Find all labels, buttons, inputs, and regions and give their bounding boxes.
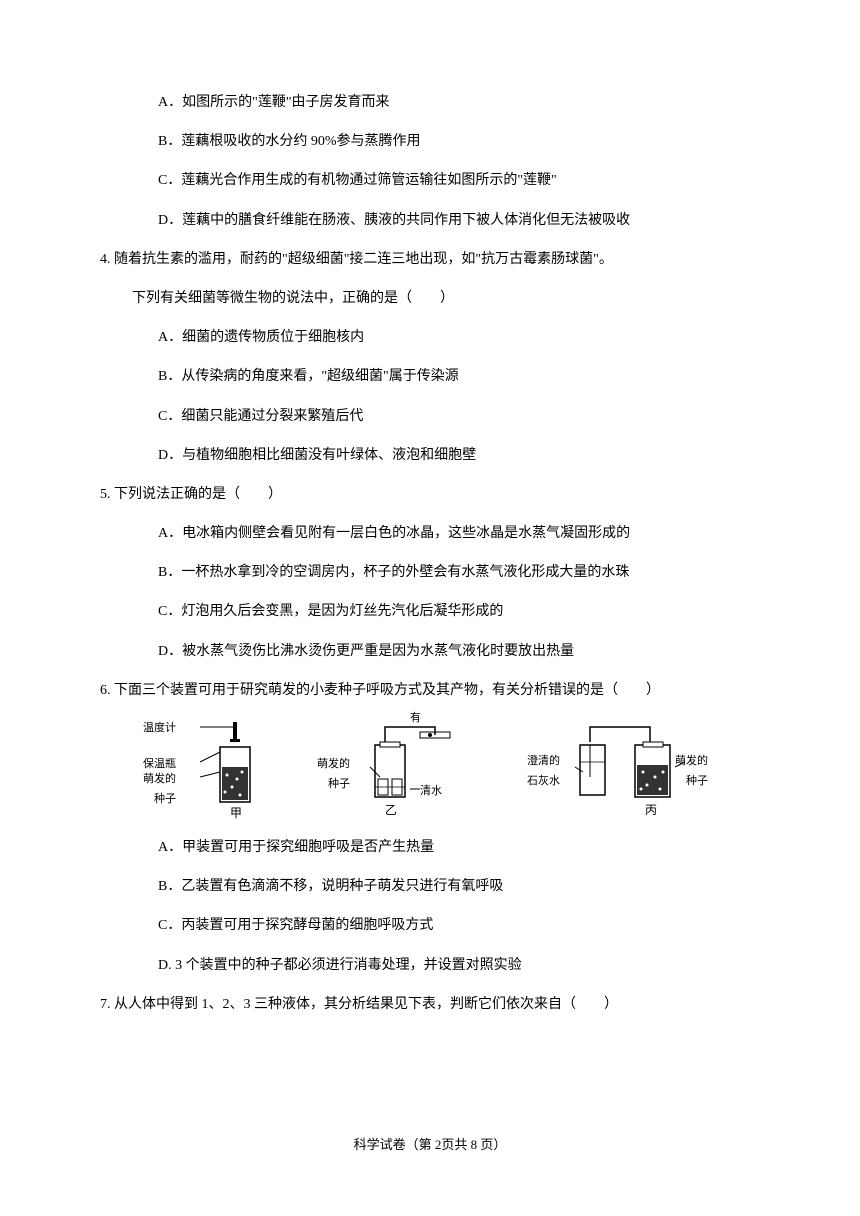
label-you: 有 — [410, 709, 421, 729]
question-6: 6. 下面三个装置可用于研究萌发的小麦种子呼吸方式及其产物，有关分析错误的是（ … — [100, 678, 760, 703]
q4-num: 4. — [100, 252, 111, 267]
label-seeds2: 萌发的 种子 — [317, 755, 350, 795]
question-5: 5. 下列说法正确的是（ ） — [100, 482, 760, 507]
q4-option-a: A．细菌的遗传物质位于细胞核内 — [158, 325, 760, 350]
q5-option-d: D．被水蒸气烫伤比沸水烫伤更严重是因为水蒸气液化时要放出热量 — [158, 639, 760, 664]
q5-option-b: B．一杯热水拿到冷的空调房内，杯子的外壁会有水蒸气液化形成大量的水珠 — [158, 560, 760, 585]
diagram-yi: 有 萌发的 种子 清水 乙 — [325, 717, 485, 817]
label-limewater: 澄清的 石灰水 — [527, 752, 560, 792]
q6-option-c: C．丙装置可用于探究酵母菌的细胞呼吸方式 — [158, 913, 760, 938]
q7-text: 从人体中得到 1、2、3 三种液体，其分析结果见下表，判断它们依次来自（ ） — [114, 997, 618, 1012]
q5-option-c: C．灯泡用久后会变黑，是因为灯丝先汽化后凝华形成的 — [158, 599, 760, 624]
label-jia: 甲 — [230, 803, 242, 825]
q4-text-line2: 下列有关细菌等微生物的说法中，正确的是（ ） — [132, 286, 760, 311]
q5-option-a: A．电冰箱内侧壁会看见附有一层白色的冰晶，这些冰晶是水蒸气凝固形成的 — [158, 521, 760, 546]
q3-option-c: C．莲藕光合作用生成的有机物通过筛管运输往如图所示的"莲鞭" — [158, 168, 760, 193]
diagram-bing: 澄清的 石灰水 萌发的 种子 丙 — [535, 717, 715, 817]
q6-diagrams: 温度计 保温瓶 萌发的 种子 甲 有 萌发的 种子 清水 乙 — [100, 717, 760, 817]
q4-option-b: B．从传染病的角度来看，"超级细菌"属于传染源 — [158, 364, 760, 389]
label-yi: 乙 — [385, 800, 397, 822]
q6-text: 下面三个装置可用于研究萌发的小麦种子呼吸方式及其产物，有关分析错误的是（ ） — [114, 683, 660, 698]
label-seeds3: 萌发的 种子 — [675, 752, 708, 792]
q3-option-d: D．莲藕中的膳食纤维能在肠液、胰液的共同作用下被人体消化但无法被吸收 — [158, 208, 760, 233]
q7-num: 7. — [100, 997, 111, 1012]
label-water: 清水 — [420, 782, 442, 802]
label-seeds1: 萌发的 种子 — [143, 770, 176, 810]
q3-option-a: A．如图所示的"莲鞭"由子房发育而来 — [158, 90, 760, 115]
q6-option-d: D. 3 个装置中的种子都必须进行消毒处理，并设置对照实验 — [158, 953, 760, 978]
question-7: 7. 从人体中得到 1、2、3 三种液体，其分析结果见下表，判断它们依次来自（ … — [100, 992, 760, 1017]
q4-option-c: C．细菌只能通过分裂来繁殖后代 — [158, 404, 760, 429]
q3-option-b: B．莲藕根吸收的水分约 90%参与蒸腾作用 — [158, 129, 760, 154]
q6-num: 6. — [100, 683, 111, 698]
q6-option-a: A．甲装置可用于探究细胞呼吸是否产生热量 — [158, 835, 760, 860]
q4-option-d: D．与植物细胞相比细菌没有叶绿体、液泡和细胞壁 — [158, 443, 760, 468]
q6-option-b: B．乙装置有色滴滴不移，说明种子萌发只进行有氧呼吸 — [158, 874, 760, 899]
diagram-jia: 温度计 保温瓶 萌发的 种子 甲 — [145, 717, 275, 817]
q4-text-line1: 随着抗生素的滥用，耐药的"超级细菌"接二连三地出现，如"抗万古霉素肠球菌"。 — [114, 252, 613, 267]
label-thermometer: 温度计 — [143, 719, 176, 739]
question-4: 4. 随着抗生素的滥用，耐药的"超级细菌"接二连三地出现，如"抗万古霉素肠球菌"… — [100, 247, 760, 272]
page-footer: 科学试卷（第 2页共 8 页） — [0, 1133, 860, 1156]
q5-num: 5. — [100, 487, 111, 502]
q5-text: 下列说法正确的是（ ） — [114, 487, 282, 502]
label-bing: 丙 — [645, 800, 657, 822]
